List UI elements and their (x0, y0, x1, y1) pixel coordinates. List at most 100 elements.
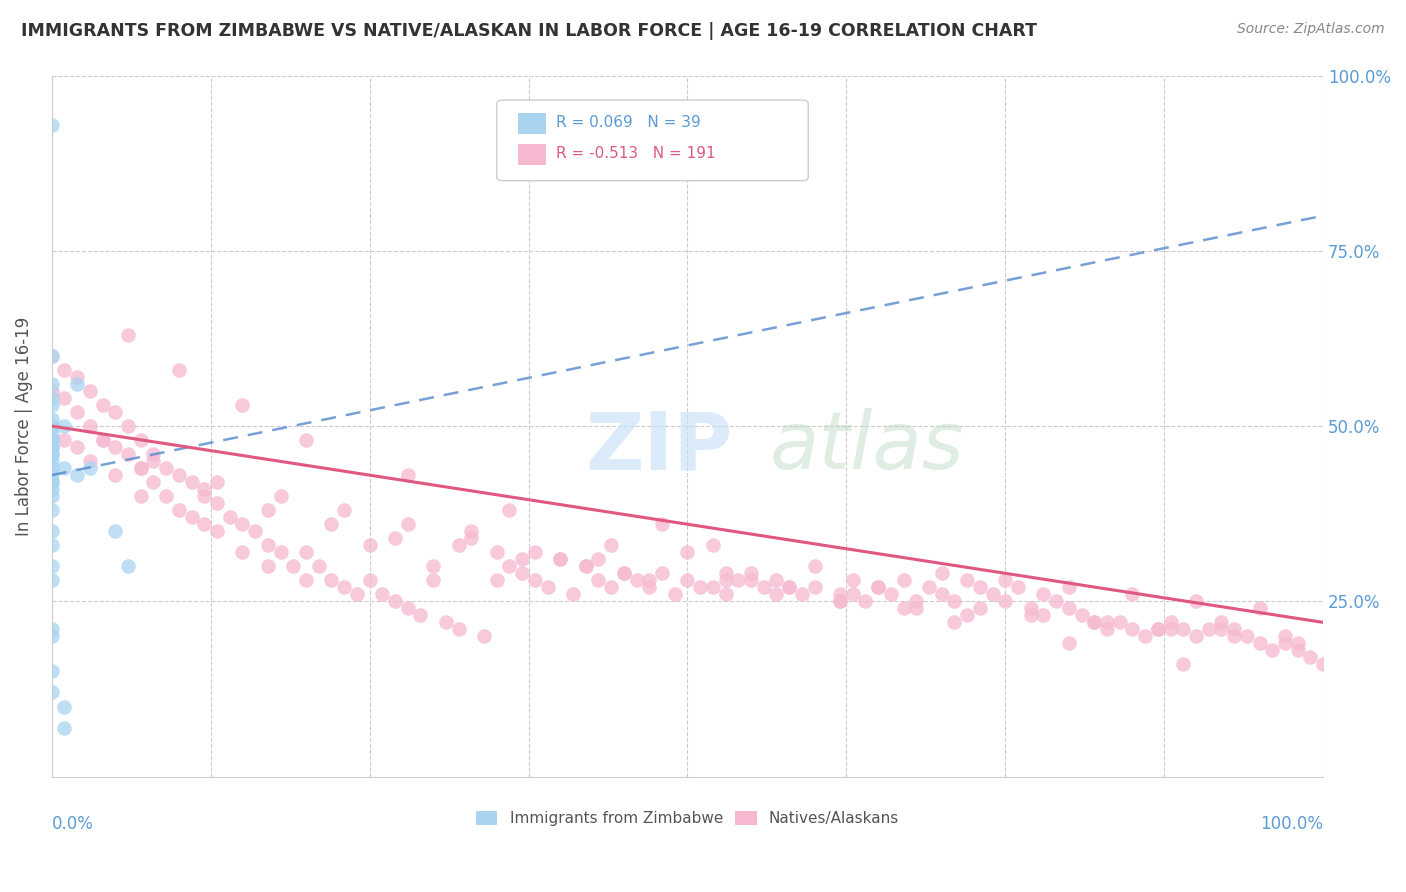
Point (41, 629, 63, 643)
Point (855, 594, 877, 608)
Point (104, 440, 127, 454)
Point (1185, 594, 1208, 608)
Point (1312, 657, 1334, 672)
Point (447, 538, 470, 552)
Point (1083, 615, 1105, 630)
Point (193, 489, 215, 503)
Point (485, 574, 508, 588)
Point (714, 566, 737, 581)
Point (956, 608, 979, 623)
Point (676, 545, 699, 559)
Point (1070, 608, 1092, 623)
Text: 0.0%: 0.0% (52, 815, 94, 833)
Point (689, 580, 711, 594)
Point (117, 419, 139, 434)
Point (600, 580, 623, 594)
Point (359, 538, 381, 552)
Y-axis label: In Labor Force | Age 16-19: In Labor Force | Age 16-19 (15, 317, 32, 536)
Point (346, 587, 368, 601)
Point (1147, 623, 1170, 637)
Point (868, 580, 890, 594)
Text: IMMIGRANTS FROM ZIMBABWE VS NATIVE/ALASKAN IN LABOR FORCE | AGE 16-19 CORRELATIO: IMMIGRANTS FROM ZIMBABWE VS NATIVE/ALASK… (21, 22, 1038, 40)
Point (155, 461, 177, 475)
Point (1019, 608, 1042, 623)
Point (333, 503, 356, 517)
Point (460, 524, 482, 539)
Point (205, 496, 228, 510)
Point (66, 468, 89, 483)
Point (53, 699, 76, 714)
Point (1173, 657, 1195, 672)
Point (384, 531, 406, 545)
Point (1057, 580, 1080, 594)
Point (434, 615, 457, 630)
Point (905, 601, 928, 615)
Point (841, 587, 863, 601)
Point (1211, 623, 1233, 637)
Point (562, 587, 585, 601)
Point (536, 580, 558, 594)
Point (41, 665, 63, 679)
Point (66, 440, 89, 454)
Text: atlas: atlas (770, 409, 965, 486)
Point (270, 489, 292, 503)
Point (117, 559, 139, 574)
Point (41, 461, 63, 475)
Point (740, 566, 762, 581)
Point (1032, 608, 1054, 623)
Point (41, 433, 63, 447)
Point (943, 615, 966, 630)
Point (422, 559, 444, 574)
Point (956, 574, 979, 588)
Point (396, 601, 419, 615)
Point (550, 552, 572, 566)
Point (1173, 623, 1195, 637)
Point (613, 566, 636, 581)
Point (41, 440, 63, 454)
Point (231, 398, 253, 412)
Point (893, 601, 915, 615)
Point (41, 447, 63, 461)
Bar (519, 112, 547, 134)
Legend: Immigrants from Zimbabwe, Natives/Alaskans: Immigrants from Zimbabwe, Natives/Alaska… (470, 805, 905, 832)
Point (778, 580, 800, 594)
Point (66, 405, 89, 419)
Point (91, 398, 114, 412)
Point (180, 510, 202, 524)
Text: ZIP: ZIP (586, 409, 733, 486)
Point (41, 433, 63, 447)
Point (588, 574, 610, 588)
Point (283, 559, 305, 574)
Point (523, 574, 546, 588)
Point (257, 538, 280, 552)
Text: 100.0%: 100.0% (1260, 815, 1323, 833)
Point (1147, 623, 1170, 637)
Point (702, 538, 724, 552)
Point (53, 433, 76, 447)
Point (129, 461, 152, 475)
Point (41, 376, 63, 391)
Point (1121, 587, 1143, 601)
Point (1249, 636, 1271, 650)
Point (790, 587, 813, 601)
Point (1198, 623, 1220, 637)
Point (588, 552, 610, 566)
Point (575, 559, 598, 574)
Text: R = -0.513   N = 191: R = -0.513 N = 191 (557, 146, 716, 161)
Point (498, 559, 520, 574)
Point (803, 580, 825, 594)
Point (714, 587, 737, 601)
Point (41, 685, 63, 699)
Point (333, 580, 356, 594)
Point (1095, 615, 1118, 630)
Point (943, 594, 966, 608)
Point (359, 574, 381, 588)
Point (41, 384, 63, 398)
Point (905, 594, 928, 608)
Point (1045, 594, 1067, 608)
Point (1286, 643, 1309, 657)
Point (142, 454, 165, 468)
Point (41, 482, 63, 496)
Point (41, 426, 63, 441)
Point (155, 489, 177, 503)
